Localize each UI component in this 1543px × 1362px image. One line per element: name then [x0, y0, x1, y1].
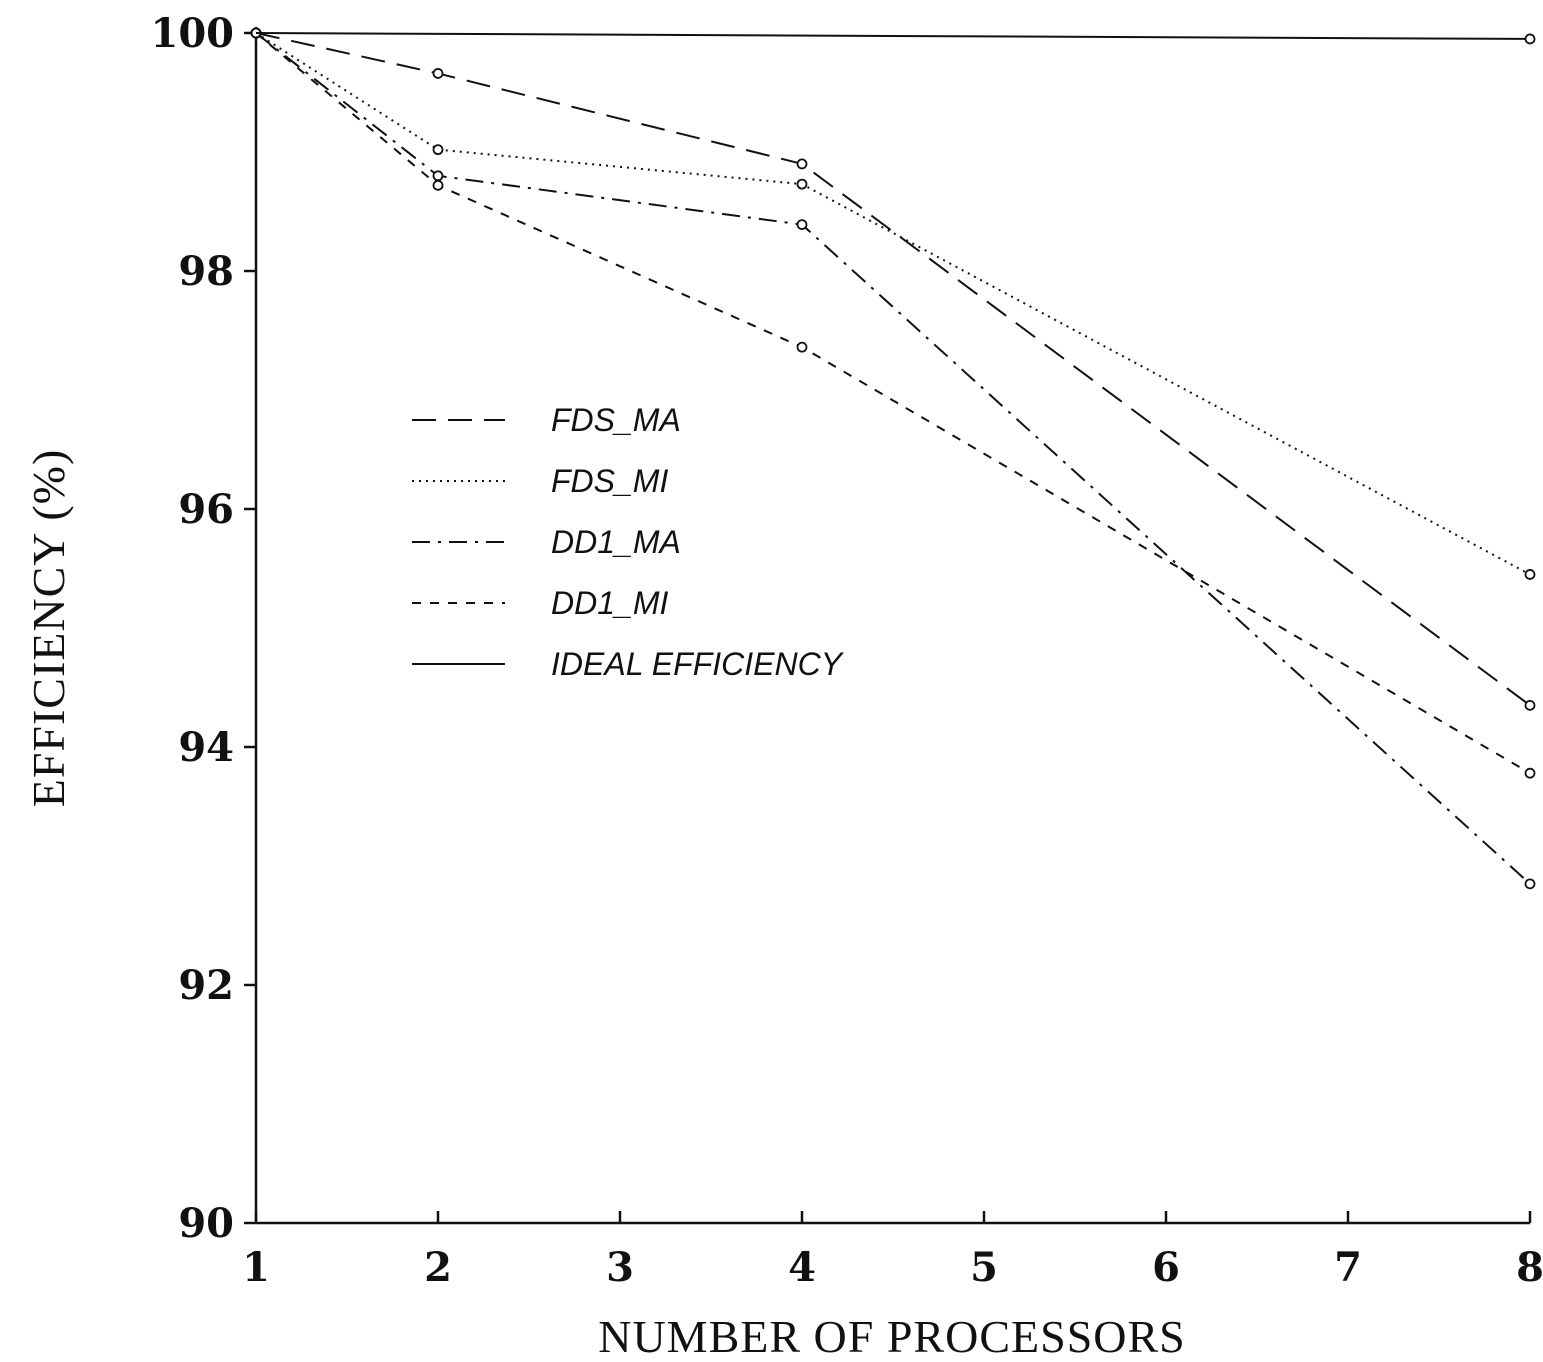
series-fds-mi — [250, 27, 1536, 580]
legend: FDS_MA FDS_MI DD1_MA DD1_MI IDEAL EFFICIENCY — [412, 402, 845, 682]
series-layer — [250, 27, 1536, 890]
series-ideal-efficiency — [255, 32, 1536, 45]
data-point — [796, 219, 808, 230]
y-tick-label: 94 — [178, 724, 234, 771]
data-point — [432, 179, 444, 191]
series-fds-ma — [250, 27, 1536, 711]
legend-item: DD1_MI — [412, 585, 668, 621]
data-point — [1524, 767, 1536, 779]
legend-label: DD1_MI — [551, 585, 668, 621]
x-axis-title: NUMBER OF PROCESSORS — [598, 1311, 1186, 1362]
y-axis-title: EFFICIENCY (%) — [23, 449, 74, 808]
data-point — [1524, 569, 1536, 580]
x-tick-label: 2 — [424, 1244, 452, 1291]
data-point — [432, 68, 444, 79]
series-line — [255, 32, 1531, 40]
series-dd1-mi — [250, 27, 1536, 779]
series-line — [255, 32, 1531, 885]
legend-item: IDEAL EFFICIENCY — [412, 646, 845, 682]
y-tick-label: 96 — [178, 486, 234, 533]
data-point — [796, 158, 808, 170]
x-tick-label: 1 — [242, 1244, 270, 1291]
x-tick-label: 6 — [1152, 1244, 1180, 1291]
x-tick-label: 7 — [1334, 1244, 1362, 1291]
data-point — [1524, 33, 1536, 45]
legend-item: FDS_MI — [412, 463, 668, 499]
x-tick-label: 4 — [788, 1244, 816, 1291]
series-dd1-ma — [250, 27, 1536, 890]
data-point — [1524, 699, 1536, 711]
data-point — [432, 144, 444, 156]
y-tick-label: 92 — [178, 962, 234, 1009]
x-tick-label: 3 — [606, 1244, 634, 1291]
series-line — [255, 32, 1531, 775]
data-point — [796, 178, 808, 190]
legend-item: FDS_MA — [412, 402, 681, 438]
y-tick-label: 100 — [151, 10, 235, 57]
legend-label: IDEAL EFFICIENCY — [551, 646, 845, 682]
axes: 1 2 3 4 5 6 7 8 90 92 94 96 98 100 — [151, 10, 1543, 1291]
y-tick-label: 90 — [178, 1200, 234, 1247]
legend-item: DD1_MA — [412, 524, 681, 560]
legend-label: FDS_MA — [551, 402, 681, 438]
data-point — [432, 170, 444, 182]
legend-label: FDS_MI — [551, 463, 668, 499]
series-line — [255, 32, 1531, 576]
series-line — [255, 32, 1531, 707]
x-tick-label: 8 — [1516, 1244, 1543, 1291]
legend-label: DD1_MA — [551, 524, 681, 560]
data-point — [796, 341, 808, 353]
y-tick-label: 98 — [178, 248, 234, 295]
x-tick-label: 5 — [970, 1244, 998, 1291]
data-point — [1524, 878, 1536, 890]
